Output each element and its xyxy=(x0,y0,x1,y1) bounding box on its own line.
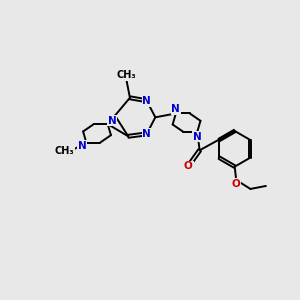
Text: O: O xyxy=(232,179,241,189)
Text: N: N xyxy=(142,129,151,139)
Text: CH₃: CH₃ xyxy=(116,70,136,80)
Text: N: N xyxy=(107,116,116,125)
Text: N: N xyxy=(78,141,86,151)
Text: N: N xyxy=(142,96,151,106)
Text: N: N xyxy=(193,132,202,142)
Text: N: N xyxy=(172,104,180,114)
Text: O: O xyxy=(184,161,193,171)
Text: CH₃: CH₃ xyxy=(55,146,74,156)
